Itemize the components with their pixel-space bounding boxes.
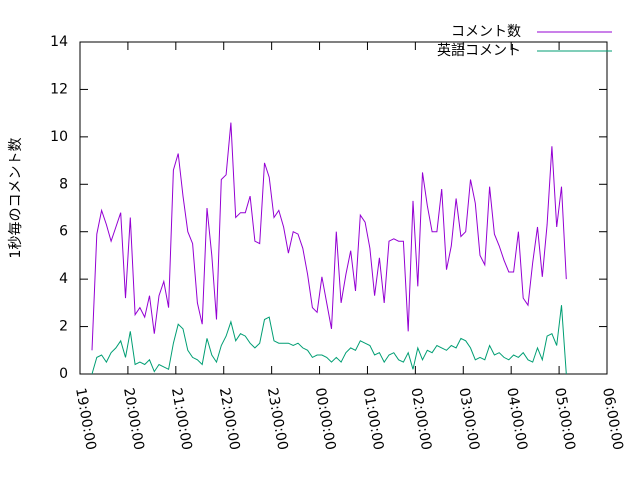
y-tick-label: 14 [50,34,68,50]
y-tick-label: 0 [59,366,68,382]
series-line [91,305,567,375]
y-tick-label: 6 [59,224,68,240]
legend-label: コメント数 [451,24,521,40]
y-tick-label: 4 [59,271,68,287]
y-tick-label: 12 [50,81,68,97]
plot-frame [79,41,608,375]
y-axis-label: 1秒毎のコメント数 [8,138,24,259]
y-tick-label: 10 [50,129,68,145]
legend-label: 英語コメント [437,42,521,59]
y-tick-label: 2 [59,319,68,335]
series-line [91,122,567,351]
y-tick-label: 8 [59,176,68,192]
